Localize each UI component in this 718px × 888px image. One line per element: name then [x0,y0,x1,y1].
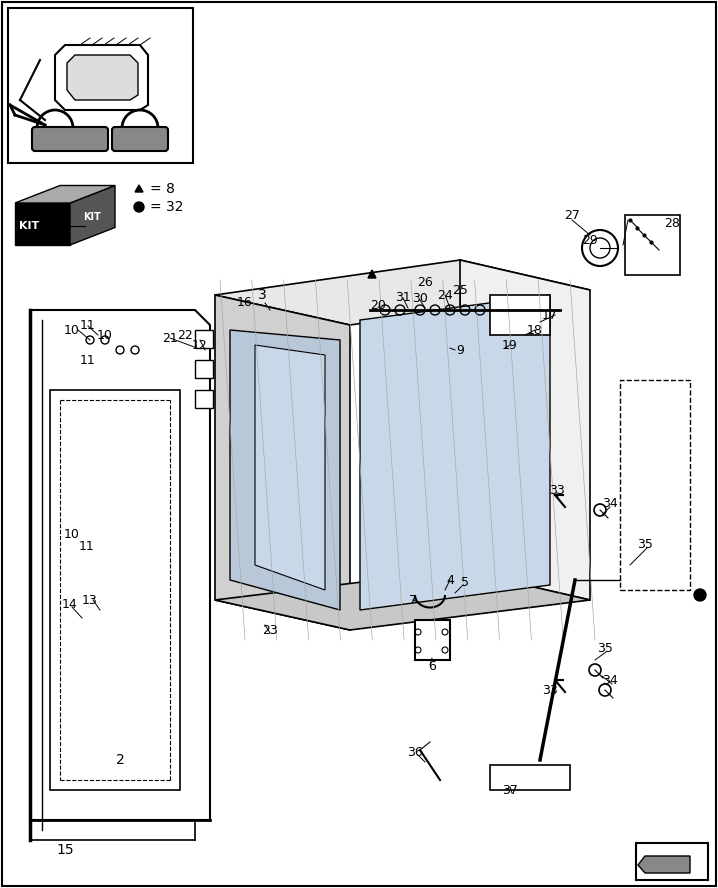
Text: = 32: = 32 [150,200,184,214]
Text: 5: 5 [461,576,469,590]
Polygon shape [230,330,340,610]
Polygon shape [15,186,115,203]
Text: 6: 6 [428,661,436,673]
Text: 3: 3 [258,288,266,302]
Bar [195,360,213,378]
Text: 10: 10 [64,528,80,542]
Bar [490,765,570,790]
Text: 7: 7 [409,593,417,607]
Text: 34: 34 [602,496,618,510]
Bar [415,620,450,660]
Text: 33: 33 [542,684,558,696]
Text: 31: 31 [395,290,411,304]
Polygon shape [460,260,590,600]
Polygon shape [368,270,376,278]
Text: 11: 11 [80,319,96,331]
Polygon shape [15,203,70,245]
Text: 29: 29 [582,234,598,247]
Text: 34: 34 [602,673,618,686]
Bar [636,843,708,880]
Text: 19: 19 [502,338,518,352]
FancyBboxPatch shape [32,127,108,151]
Text: 17: 17 [542,308,558,321]
Text: 37: 37 [502,783,518,797]
Text: KIT: KIT [83,212,101,222]
Bar [490,295,550,335]
Bar [195,330,213,348]
Text: 11: 11 [79,540,95,552]
Text: KIT: KIT [19,221,39,231]
Text: 30: 30 [412,291,428,305]
Text: 21: 21 [162,331,178,345]
Text: 26: 26 [417,275,433,289]
Text: 10: 10 [64,323,80,337]
Circle shape [694,589,706,601]
Polygon shape [255,345,325,590]
Circle shape [134,202,144,212]
Text: 33: 33 [549,483,565,496]
Text: 2: 2 [116,753,124,767]
Polygon shape [215,570,590,630]
Text: 22: 22 [177,329,193,342]
Text: 13: 13 [82,593,98,607]
Text: 10: 10 [97,329,113,342]
Text: 16: 16 [237,296,253,308]
Text: 18: 18 [527,323,543,337]
Bar [8,8,193,163]
Text: 15: 15 [56,843,74,857]
Bar [620,380,690,590]
FancyBboxPatch shape [112,127,168,151]
Text: 35: 35 [597,641,613,654]
Text: 12: 12 [192,338,208,352]
Text: 9: 9 [456,344,464,356]
Text: 25: 25 [452,283,468,297]
Text: 27: 27 [564,209,580,221]
Text: 24: 24 [437,289,453,302]
Polygon shape [67,55,138,100]
Text: 28: 28 [664,217,680,229]
Text: 14: 14 [62,599,78,612]
Text: 20: 20 [370,298,386,312]
Text: 36: 36 [407,746,423,758]
Polygon shape [638,856,690,873]
Text: 23: 23 [262,623,278,637]
Text: 4: 4 [446,574,454,586]
Polygon shape [215,260,590,325]
Polygon shape [70,186,115,245]
Polygon shape [215,295,350,630]
Polygon shape [360,295,550,610]
Bar [195,390,213,408]
Text: 11: 11 [80,353,96,367]
Text: = 8: = 8 [150,182,175,196]
Polygon shape [135,185,143,192]
Text: 35: 35 [637,538,653,551]
